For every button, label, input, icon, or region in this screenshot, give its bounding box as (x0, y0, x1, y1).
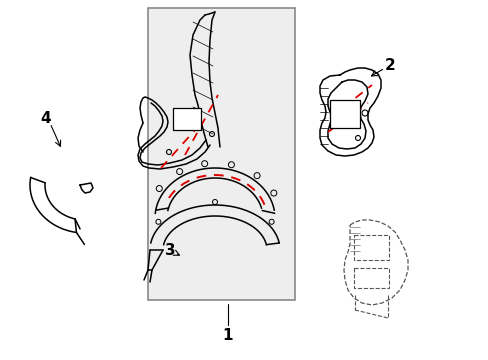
Bar (148, 8, 294, 300)
Bar (353, 235, 388, 260)
Bar (353, 268, 388, 288)
Text: 4: 4 (41, 111, 51, 126)
Bar (329, 100, 359, 128)
Text: 2: 2 (384, 58, 395, 72)
Text: 1: 1 (223, 328, 233, 342)
Bar (173, 108, 201, 130)
Text: 3: 3 (164, 243, 175, 257)
